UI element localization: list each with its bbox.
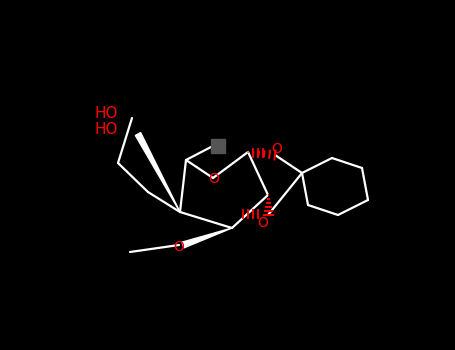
Text: O: O	[272, 142, 283, 156]
Polygon shape	[135, 133, 180, 212]
Polygon shape	[182, 228, 232, 248]
Text: O: O	[173, 240, 184, 254]
Text: HO: HO	[95, 122, 118, 138]
Text: O: O	[208, 172, 219, 186]
Bar	[211, 139, 225, 153]
Text: HO: HO	[95, 106, 118, 121]
Text: O: O	[258, 216, 268, 230]
